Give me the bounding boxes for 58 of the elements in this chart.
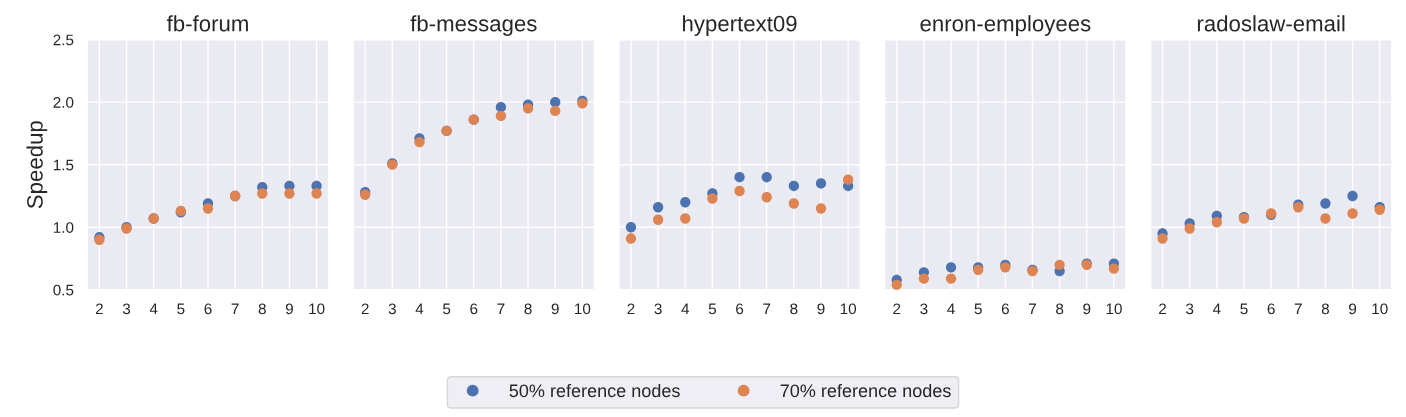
x-tick-label: 2: [361, 303, 369, 315]
x-tick-label: 3: [654, 303, 662, 315]
x-tick-label: 4: [947, 303, 955, 315]
chart-title: hypertext09: [683, 15, 797, 36]
x-tick-label: 7: [231, 303, 239, 315]
x-tick-label: 7: [763, 303, 771, 315]
x-tick-label: 9: [1083, 303, 1091, 315]
x-tick-label: 5: [974, 303, 982, 315]
legend-label: 70% reference nodes: [780, 383, 951, 398]
x-tick-label: 5: [708, 303, 717, 315]
x-tick-label: 9: [1349, 303, 1357, 315]
y-axis-title: Speedup: [26, 121, 48, 209]
chart-title: fb-messages: [410, 15, 537, 36]
y-tick-label: 1.0: [53, 222, 74, 233]
chart-title: fb-forum: [166, 15, 248, 32]
x-tick-label: 8: [258, 303, 266, 315]
x-tick-label: 2: [1159, 303, 1167, 315]
x-tick-label: 8: [790, 303, 798, 315]
y-tick-label: 2.5: [53, 34, 74, 46]
x-tick-label: 3: [1186, 303, 1194, 315]
x-tick-label: 10: [309, 303, 325, 315]
chart-title: radoslaw-email: [1197, 15, 1345, 32]
x-tick-label: 9: [551, 303, 559, 315]
y-tick-label: 1.5: [53, 159, 74, 171]
x-tick-label: 10: [1372, 303, 1388, 315]
x-tick-label: 8: [1056, 303, 1064, 315]
x-tick-label: 10: [840, 303, 857, 315]
x-tick-label: 6: [1001, 303, 1009, 315]
x-tick-label: 7: [497, 303, 505, 315]
x-tick-label: 3: [388, 303, 396, 315]
x-tick-label: 10: [1106, 303, 1122, 315]
x-tick-label: 5: [1240, 303, 1248, 315]
x-tick-label: 7: [1294, 303, 1302, 315]
x-tick-label: 8: [1321, 303, 1330, 315]
x-tick-label: 8: [524, 303, 532, 315]
x-tick-label: 2: [627, 303, 635, 315]
x-tick-label: 9: [285, 303, 293, 315]
x-tick-label: 3: [122, 303, 131, 315]
x-tick-label: 6: [1267, 303, 1275, 315]
x-tick-label: 4: [149, 303, 158, 315]
x-tick-label: 6: [204, 303, 212, 315]
chart-title: enron-employees: [920, 15, 1091, 36]
y-tick-label: 2.0: [53, 97, 74, 108]
x-tick-label: 6: [736, 303, 744, 315]
x-tick-label: 5: [177, 303, 185, 315]
x-tick-label: 5: [442, 303, 451, 315]
x-tick-label: 2: [95, 303, 103, 315]
x-tick-label: 2: [893, 303, 901, 315]
x-tick-label: 9: [817, 303, 825, 315]
x-tick-label: 10: [575, 303, 591, 315]
legend-label: 50% reference nodes: [509, 383, 680, 398]
x-tick-label: 4: [415, 303, 424, 315]
x-tick-label: 6: [470, 303, 478, 315]
x-tick-label: 4: [681, 303, 690, 315]
x-tick-label: 4: [1212, 303, 1221, 315]
x-tick-label: 3: [920, 303, 928, 315]
x-tick-label: 7: [1029, 303, 1036, 315]
y-tick-label: 0.5: [53, 284, 74, 296]
